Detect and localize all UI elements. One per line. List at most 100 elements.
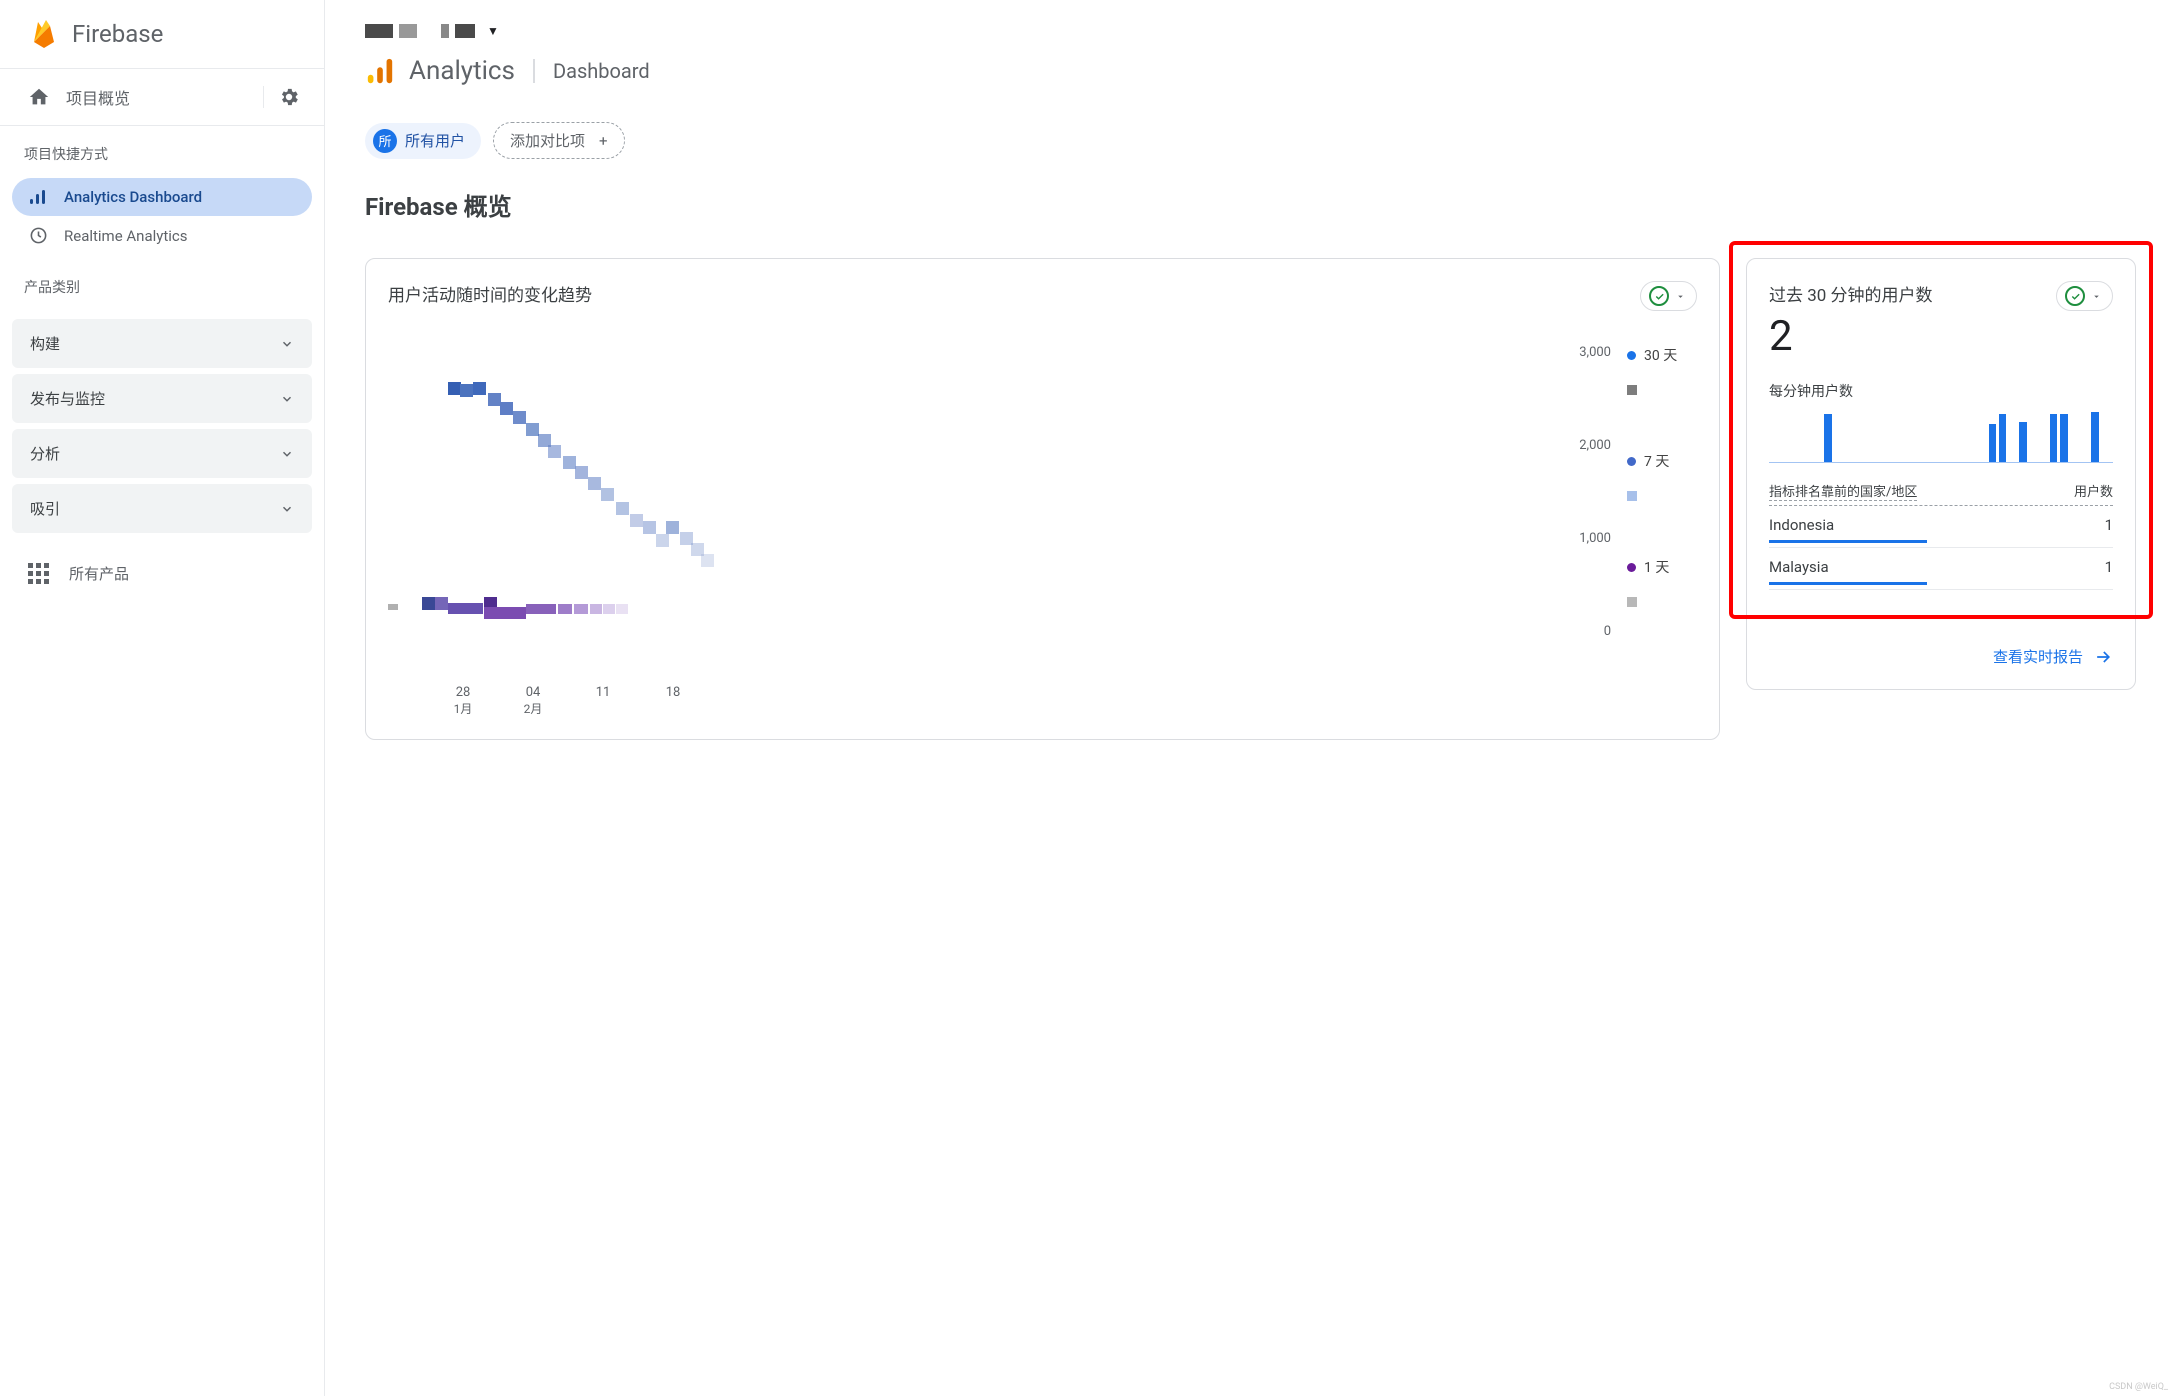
realtime-user-count: 2	[1769, 312, 1933, 361]
accordion-engage[interactable]: 吸引	[12, 484, 312, 533]
activity-chart: 3,000 2,000 1,000 0 30 天 7 天	[388, 339, 1697, 679]
accordion-label: 构建	[30, 333, 60, 354]
accordion-release[interactable]: 发布与监控	[12, 374, 312, 423]
nav-label: Realtime Analytics	[64, 227, 188, 245]
card-title: 过去 30 分钟的用户数	[1769, 281, 1933, 306]
x-tick: 281月	[428, 685, 498, 717]
accordion-label: 吸引	[30, 498, 60, 519]
scatter-point	[643, 521, 656, 534]
caret-down-icon	[1675, 291, 1686, 302]
pill-label: 添加对比项	[510, 130, 585, 151]
sidebar-item-realtime-analytics[interactable]: Realtime Analytics	[12, 216, 312, 255]
scatter-point	[666, 521, 679, 534]
legend-item	[1627, 385, 1697, 395]
country-bar	[1769, 582, 1927, 585]
quick-section-label: 项目快捷方式	[0, 126, 324, 174]
accordion-build[interactable]: 构建	[12, 319, 312, 368]
card-options-dropdown[interactable]	[1640, 281, 1697, 311]
topbar: ▼	[325, 0, 2176, 46]
scatter-point	[435, 597, 448, 610]
bar-chart-icon	[28, 188, 48, 206]
country-users: 1	[2105, 516, 2113, 534]
scatter-point	[616, 604, 628, 614]
pill-label: 所有用户	[405, 130, 465, 151]
page-title: Dashboard	[533, 59, 650, 83]
minute-bar	[2060, 414, 2067, 462]
scatter-point	[460, 384, 473, 397]
minute-bar	[2019, 422, 2026, 462]
add-compare-pill[interactable]: 添加对比项 +	[493, 122, 625, 159]
all-products-label: 所有产品	[69, 563, 129, 584]
country-users: 1	[2105, 558, 2113, 576]
country-table: 指标排名靠前的国家/地区 用户数 Indonesia 1 Malaysia 1	[1769, 481, 2113, 590]
y-tick: 3,000	[1561, 345, 1611, 360]
card-title: 用户活动随时间的变化趋势	[388, 281, 592, 306]
scatter-point	[473, 382, 486, 395]
legend-label: 7 天	[1644, 451, 1669, 471]
nav-label: Analytics Dashboard	[64, 188, 202, 206]
scatter-point	[513, 411, 526, 424]
accordion-analytics[interactable]: 分析	[12, 429, 312, 478]
legend-item	[1627, 491, 1697, 501]
minute-bar	[2091, 412, 2098, 462]
accordion-label: 发布与监控	[30, 388, 105, 409]
scatter-point	[630, 514, 643, 527]
caret-down-icon: ▼	[487, 24, 499, 38]
legend-item	[1627, 597, 1697, 607]
project-overview-label[interactable]: 项目概览	[66, 85, 130, 109]
scatter-point	[590, 604, 602, 614]
chevron-down-icon	[280, 447, 294, 461]
redacted	[441, 24, 449, 38]
country-name: Indonesia	[1769, 516, 1834, 534]
project-selector[interactable]: ▼	[365, 24, 499, 38]
scatter-point	[484, 607, 526, 619]
section-title: Analytics	[409, 56, 515, 86]
scatter-point	[388, 604, 398, 610]
scatter-point	[588, 477, 601, 490]
redacted	[365, 24, 393, 38]
minute-bar	[1999, 414, 2006, 462]
grid-icon	[28, 563, 49, 584]
plus-icon: +	[599, 132, 608, 150]
legend-label: 1 天	[1644, 557, 1669, 577]
all-products-link[interactable]: 所有产品	[0, 543, 324, 584]
analytics-icon	[365, 56, 395, 86]
minute-bar	[1989, 424, 1996, 462]
country-table-header: 指标排名靠前的国家/地区 用户数	[1769, 481, 2113, 506]
country-name: Malaysia	[1769, 558, 1829, 576]
y-tick: 2,000	[1561, 438, 1611, 453]
scatter-point	[574, 604, 588, 614]
col-country: 指标排名靠前的国家/地区	[1769, 481, 1917, 501]
country-row: Indonesia 1	[1769, 506, 2113, 548]
scatter-point	[558, 604, 572, 614]
scatter-point	[500, 402, 513, 415]
chevron-down-icon	[280, 502, 294, 516]
sidebar-item-analytics-dashboard[interactable]: Analytics Dashboard	[12, 178, 312, 216]
country-bar	[1769, 540, 1927, 543]
caret-down-icon	[2091, 291, 2102, 302]
watermark: CSDN @WeiQ_	[2109, 1382, 2168, 1392]
x-tick: 042月	[498, 685, 568, 717]
realtime-card: 过去 30 分钟的用户数 2 每分钟用户数 指标排名靠前的国家/地区	[1746, 258, 2136, 690]
card-options-dropdown[interactable]	[2056, 281, 2113, 311]
scatter-point	[656, 534, 669, 547]
overview-title: Firebase 概览	[365, 187, 2136, 222]
activity-card: 用户活动随时间的变化趋势 3,000 2,000 1,000 0	[365, 258, 1720, 740]
all-users-pill[interactable]: 所 所有用户	[365, 123, 481, 159]
scatter-point	[601, 488, 614, 501]
scatter-point	[526, 604, 556, 614]
scatter-point	[603, 604, 615, 614]
main-content: ▼ Analytics Dashboard 所 所有用户 添加对比项 +	[325, 0, 2176, 1396]
firebase-logo-icon	[28, 18, 60, 50]
project-overview-row: 项目概览	[0, 69, 324, 126]
view-realtime-report-link[interactable]: 查看实时报告	[1769, 646, 2113, 667]
scatter-plot	[388, 339, 1545, 679]
minute-bar	[2050, 414, 2057, 462]
per-minute-label: 每分钟用户数	[1769, 381, 2113, 401]
brand-row[interactable]: Firebase	[0, 0, 324, 69]
y-axis: 3,000 2,000 1,000 0	[1561, 339, 1611, 639]
y-tick: 1,000	[1561, 531, 1611, 546]
home-icon[interactable]	[28, 86, 50, 108]
legend-item: 30 天	[1627, 345, 1697, 365]
gear-icon[interactable]	[278, 86, 300, 108]
